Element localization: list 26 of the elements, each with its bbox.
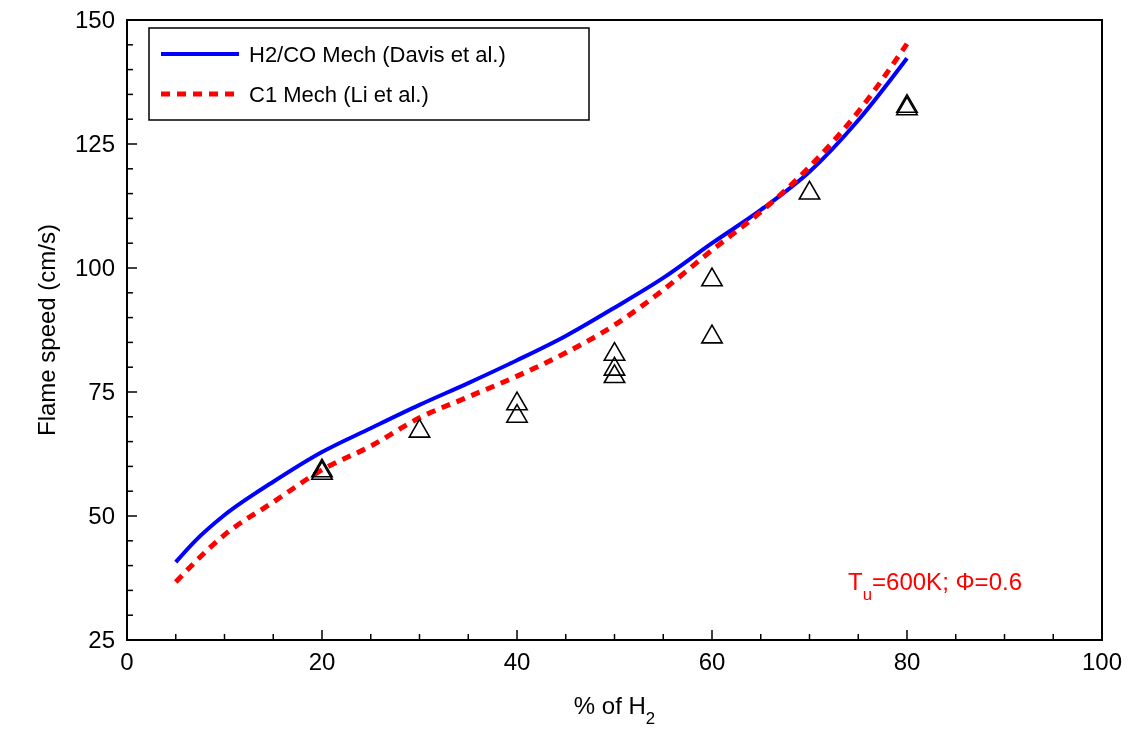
- y-tick-label: 125: [74, 130, 115, 157]
- y-axis-title: Flame speed (cm/s): [33, 223, 60, 437]
- y-tick-label: 25: [88, 626, 115, 653]
- y-tick-label: 150: [74, 6, 115, 33]
- x-tick-label: 20: [308, 648, 336, 675]
- y-tick-label: 75: [88, 378, 115, 405]
- x-tick-label: 40: [503, 648, 531, 675]
- point: [603, 356, 626, 376]
- point: [701, 267, 723, 287]
- point: [701, 324, 723, 344]
- point: [506, 391, 528, 411]
- legend-label: C1 Mech (Li et al.): [249, 82, 429, 107]
- x-tick-label: 80: [893, 648, 921, 675]
- y-tick-label: 50: [88, 502, 115, 529]
- point: [798, 180, 821, 200]
- x-axis-title: % of H$_{2}$: [573, 692, 656, 728]
- annotation: T$_{u}$=600K; Φ=0.6: [848, 568, 1022, 604]
- point: [408, 418, 431, 438]
- legend-label: H2/CO Mech (Davis et al.): [249, 42, 506, 67]
- point: [603, 341, 626, 362]
- x-tick-label: 100: [1081, 648, 1123, 675]
- y-tick-label: 100: [74, 254, 115, 281]
- point: [506, 403, 528, 424]
- x-tick-label: 60: [698, 648, 726, 675]
- x-tick-label: 0: [120, 648, 134, 675]
- point: [603, 364, 626, 384]
